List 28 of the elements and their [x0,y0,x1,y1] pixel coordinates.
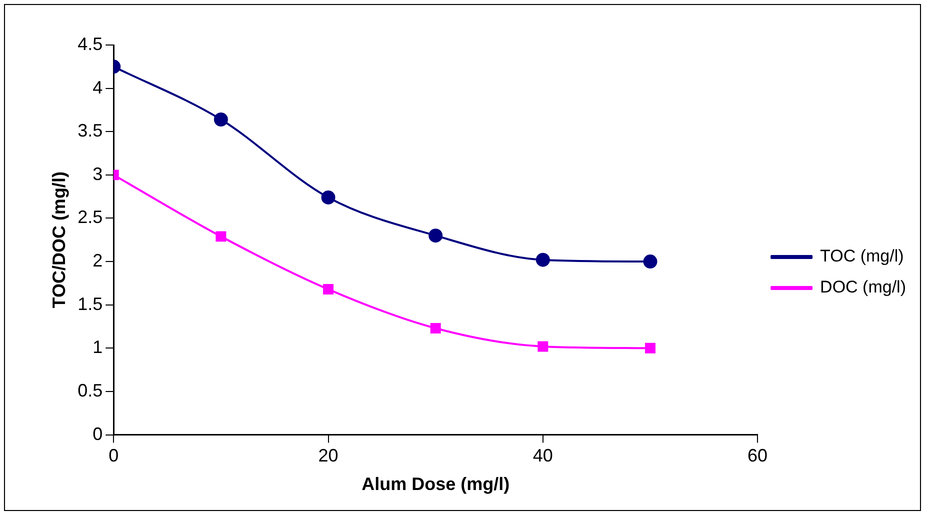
y-tick-label: 2.5 [78,207,103,228]
y-tick-label: 0.5 [78,380,103,400]
x-tick-label: 40 [532,446,553,466]
y-tick-label: 1 [92,337,103,358]
y-tick-label: 4.5 [78,34,103,54]
point [536,252,550,267]
legend-label: TOC (mg/l) [820,246,904,266]
point [428,228,443,243]
legend-label: DOC (mg/l) [820,278,906,297]
y-tick-label: 2 [92,250,103,271]
x-tick-label: 20 [318,446,338,466]
point [323,284,334,295]
point [643,254,658,269]
point [214,112,228,126]
y-tick-label: 3 [92,164,103,184]
y-tick-label: 1.5 [78,294,103,314]
point [321,190,336,204]
point [430,323,441,334]
x-tick-label: 60 [748,446,768,466]
y-tick-label: 4 [92,77,103,98]
y-tick-label: 0 [92,424,103,444]
point [538,341,548,352]
x-axis-title: Alum Dose (mg/l) [362,474,510,494]
y-axis-title: TOC/DOC (mg/l) [48,172,69,308]
point [644,342,656,354]
y-tick-label: 3.5 [78,120,103,141]
point [216,231,226,242]
x-tick-label: 0 [108,446,119,466]
